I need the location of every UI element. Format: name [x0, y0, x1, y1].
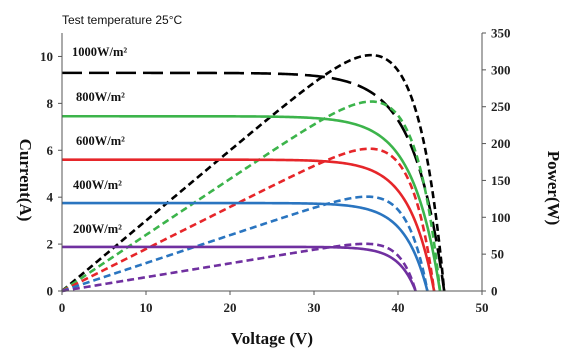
left-tick-label: 8 — [47, 96, 54, 111]
irradiance-label: 800W/m² — [76, 90, 125, 104]
axes-layer — [61, 33, 483, 292]
x-tick-label: 50 — [476, 300, 489, 315]
right-tick-label: 200 — [491, 136, 511, 151]
x-tick-label: 0 — [59, 300, 66, 315]
left-tick-label: 10 — [40, 49, 53, 64]
temperature-note: Test temperature 25°C — [62, 13, 183, 27]
left-tick-label: 2 — [47, 237, 54, 252]
iv-curve — [62, 201, 429, 292]
pv-curve — [61, 242, 417, 293]
right-tick-label: 300 — [491, 62, 511, 77]
right-tick-label: 350 — [491, 26, 511, 41]
left-axis-title: Current(A) — [16, 139, 35, 222]
pv-curve — [61, 53, 446, 292]
curves-layer — [61, 53, 446, 293]
x-tick-label: 10 — [140, 300, 153, 315]
x-tick-label: 30 — [308, 300, 321, 315]
pv-curve — [61, 147, 436, 293]
left-tick-label: 0 — [47, 284, 54, 299]
right-tick-label: 50 — [491, 247, 504, 262]
right-tick-label: 100 — [491, 210, 511, 225]
iv-curve — [62, 158, 436, 292]
left-tick-label: 4 — [47, 190, 54, 205]
iv-curve — [62, 71, 446, 292]
irradiance-label: 400W/m² — [73, 178, 122, 192]
left-tick-label: 6 — [47, 143, 54, 158]
irradiance-label: 1000W/m² — [72, 45, 127, 59]
right-axis-title: Power(W) — [544, 151, 563, 226]
iv-curve — [62, 245, 417, 292]
irradiance-label: 200W/m² — [73, 222, 122, 236]
x-tick-label: 40 — [392, 300, 405, 315]
x-tick-label: 20 — [224, 300, 237, 315]
right-tick-label: 0 — [491, 284, 498, 299]
irradiance-label: 600W/m² — [76, 134, 125, 148]
iv-curve — [62, 114, 442, 292]
irradiance-labels: 1000W/m² 800W/m² 600W/m² 400W/m² 200W/m² — [72, 45, 127, 236]
right-tick-label: 250 — [491, 99, 511, 114]
right-tick-label: 150 — [491, 173, 511, 188]
pv-curve — [61, 195, 429, 293]
x-axis-title: Voltage (V) — [231, 329, 313, 348]
